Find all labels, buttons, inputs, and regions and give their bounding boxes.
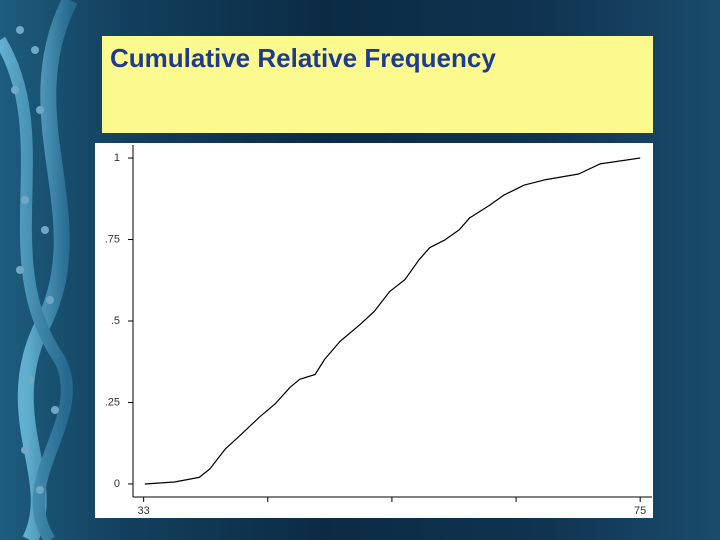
y-tick-label: 1 (114, 152, 120, 164)
slide-title: Cumulative Relative Frequency (110, 43, 496, 73)
y-tick-label: 0 (114, 478, 120, 490)
y-tick-label: .5 (111, 315, 120, 327)
data-line (144, 157, 641, 485)
plot-background (95, 143, 653, 518)
y-tick-label: .25 (105, 396, 120, 408)
dna-decoration (0, 0, 78, 540)
y-tick-label: .75 (105, 233, 120, 245)
title-box (102, 36, 653, 133)
x-tick-label: 33 (138, 505, 150, 517)
x-tick-label: 75 (634, 505, 646, 517)
